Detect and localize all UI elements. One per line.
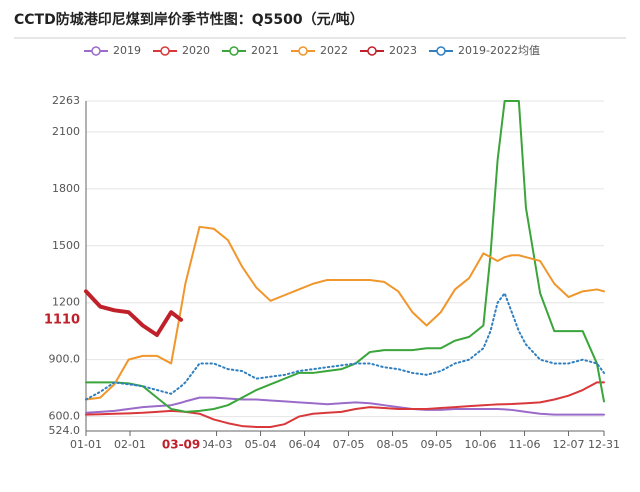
x-tick-label: 06-04: [289, 438, 321, 451]
x-tick-label: 12-31: [588, 438, 620, 451]
legend-label: 2023: [389, 44, 417, 57]
legend-swatch-dot: [229, 46, 239, 56]
y-tick-label: 1200: [52, 296, 80, 309]
series-line: [84, 289, 184, 337]
x-tick-label: 11-06: [509, 438, 541, 451]
pointer-y-label: 1110: [44, 312, 80, 327]
series-line: [85, 292, 605, 401]
legend-label: 2022: [320, 44, 348, 57]
pointer-x-bg: [159, 436, 204, 454]
y-tick-label: 900.0: [49, 353, 81, 366]
legend-swatch-dot: [298, 46, 308, 56]
x-tick-label: 07-05: [333, 438, 365, 451]
y-tick-label: 1500: [52, 239, 80, 252]
legend-label: 2021: [251, 44, 279, 57]
legend-swatch-dot: [367, 46, 377, 56]
x-tick-label: 05-04: [245, 438, 277, 451]
x-tick-label: 02-01: [114, 438, 146, 451]
legend-swatch-dot: [91, 46, 101, 56]
x-tick-label: 10-06: [465, 438, 497, 451]
y-tick-label: 600.0: [49, 410, 81, 423]
legend-swatch-dot: [436, 46, 446, 56]
x-tick-label: 09-05: [421, 438, 453, 451]
pointer-y-bg: [40, 310, 84, 329]
x-tick-label: 08-05: [377, 438, 409, 451]
legend-label: 2019-2022均值: [458, 44, 540, 57]
pointer-x-label: 03-09: [162, 438, 200, 452]
series-line: [85, 396, 605, 416]
chart-title: CCTD防城港印尼煤到岸价季节性图：Q5500（元/吨）: [14, 11, 364, 28]
series-line: [85, 225, 605, 401]
x-tick-label: 12-07: [553, 438, 585, 451]
x-tick-label: 01-01: [70, 438, 102, 451]
legend-label: 2020: [182, 44, 210, 57]
legend-swatch-dot: [160, 46, 170, 56]
x-tick-label: 04-03: [201, 438, 233, 451]
y-tick-label: 1800: [52, 182, 80, 195]
y-tick-label: 524.0: [49, 424, 81, 437]
series-line: [85, 100, 605, 413]
y-tick-label: 2263: [52, 94, 80, 107]
legend-label: 2019: [113, 44, 141, 57]
y-tick-label: 2100: [52, 125, 80, 138]
